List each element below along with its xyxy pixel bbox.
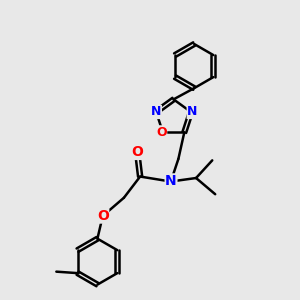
Text: N: N bbox=[165, 174, 177, 188]
Text: O: O bbox=[156, 126, 167, 139]
Text: N: N bbox=[151, 106, 161, 118]
Text: O: O bbox=[97, 209, 109, 223]
Text: N: N bbox=[187, 106, 198, 118]
Text: O: O bbox=[131, 146, 143, 159]
